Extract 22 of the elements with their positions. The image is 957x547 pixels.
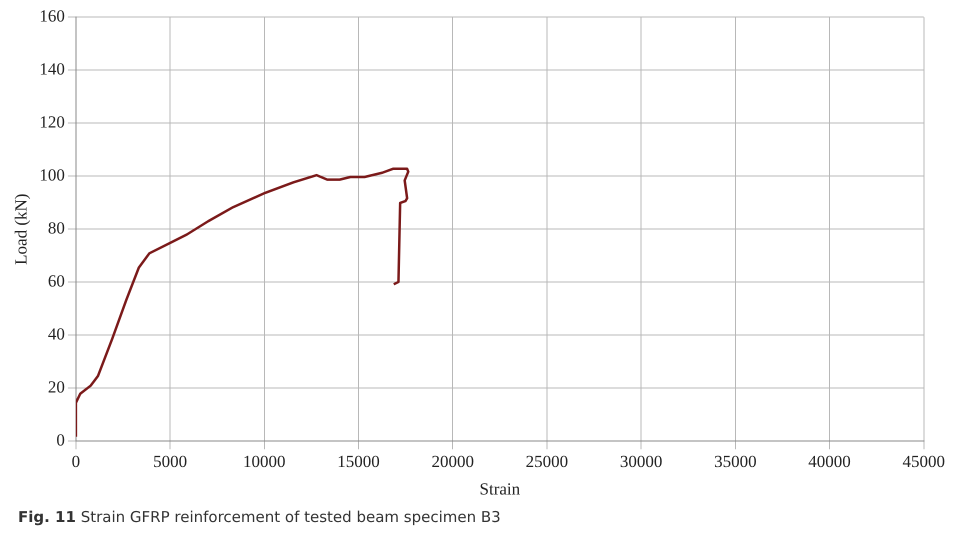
y-tick-label: 80 (48, 218, 65, 238)
y-tick-label: 0 (56, 430, 65, 450)
y-tick-label: 120 (39, 112, 65, 132)
x-tick-label: 40000 (808, 452, 851, 471)
x-tick-label: 45000 (902, 452, 945, 471)
x-tick-label: 10000 (243, 452, 286, 471)
x-tick-label: 20000 (431, 452, 474, 471)
y-tick-label: 160 (39, 6, 65, 26)
x-tick-label: 0 (72, 452, 80, 471)
y-axis-title: Load (kN) (12, 194, 31, 265)
x-tick-label: 25000 (526, 452, 568, 471)
y-tick-label: 60 (48, 272, 65, 291)
y-tick-label: 20 (48, 378, 65, 397)
y-tick-label: 140 (39, 60, 65, 79)
x-tick-label: 30000 (620, 452, 662, 471)
x-tick-label: 35000 (714, 452, 757, 471)
x-tick-label: 5000 (153, 452, 188, 471)
y-tick-label: 40 (48, 324, 65, 344)
caption: Fig. 11 Strain GFRP reinforcement of tested beam specimen B3 (18, 508, 501, 526)
y-tick-label: 100 (39, 166, 65, 185)
x-tick-label: 15000 (337, 452, 380, 471)
x-axis-title: Strain (480, 479, 521, 498)
